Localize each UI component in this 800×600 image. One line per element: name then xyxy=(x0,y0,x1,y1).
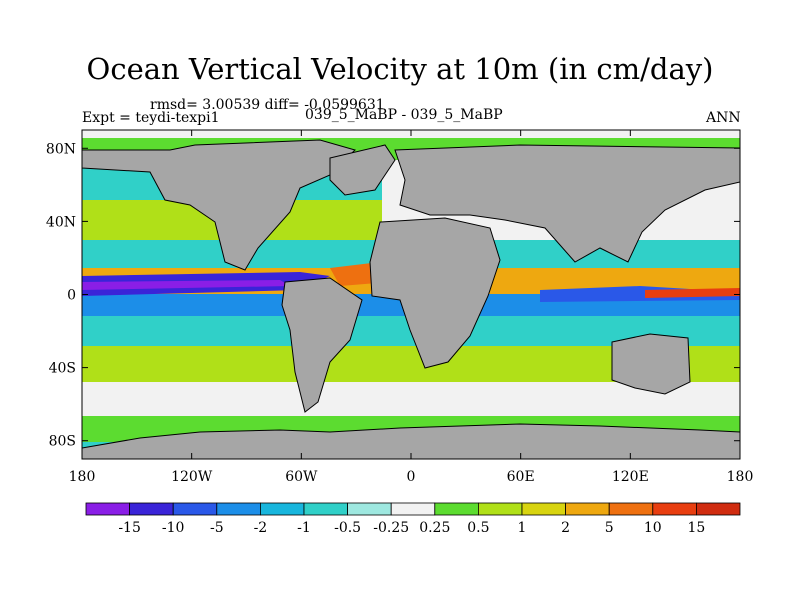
north-america-land xyxy=(82,139,356,271)
colorbar-label: -15 xyxy=(118,520,141,536)
colorbar-swatch xyxy=(216,502,261,516)
colorbar: -15 -10 -5 -2 -1 -0.5 -0.25 0.25 0.5 1 2 5 10 15 xyxy=(85,502,741,536)
colorbar-swatch xyxy=(129,502,174,516)
colorbar-label: -1 xyxy=(297,520,311,536)
eurasia-land xyxy=(394,144,740,263)
experiment-label: Expt = teydi-texpi1 xyxy=(82,110,220,126)
colorbar-label: 2 xyxy=(561,520,570,536)
colorbar-label: -2 xyxy=(254,520,268,536)
africa-land xyxy=(369,217,501,369)
season-label: ANN xyxy=(706,110,741,126)
chart-title: Ocean Vertical Velocity at 10m (in cm/da… xyxy=(86,52,714,86)
colorbar-swatch xyxy=(434,502,479,516)
x-tick-label: 60E xyxy=(507,469,535,485)
colorbar-label: 10 xyxy=(644,520,662,536)
colorbar-swatch xyxy=(259,502,305,516)
x-tick-label: 120E xyxy=(612,469,649,485)
colorbar-label: 0.25 xyxy=(419,520,450,536)
colorbar-label: 1 xyxy=(518,520,527,536)
x-tick-label: 0 xyxy=(407,469,416,485)
colorbar-swatch xyxy=(652,502,697,516)
y-tick-label: 80N xyxy=(46,141,76,157)
colorbar-swatch xyxy=(85,502,130,516)
x-tick-label: 180 xyxy=(727,469,754,485)
x-axis: 180 120W 60W 0 60E 120E 180 xyxy=(69,130,754,485)
x-tick-label: 180 xyxy=(69,469,96,485)
rmsd-diff-label: rmsd= 3.00539 diff= -0.0599631 xyxy=(150,97,385,113)
colorbar-label: -0.25 xyxy=(373,520,409,536)
land-masses xyxy=(82,139,740,459)
y-tick-label: 40N xyxy=(46,214,76,230)
colorbar-swatch xyxy=(390,502,436,516)
y-tick-label: 40S xyxy=(49,361,76,377)
y-tick-label: 0 xyxy=(67,288,76,304)
colorbar-swatch xyxy=(347,502,392,516)
colorbar-label: 15 xyxy=(687,520,705,536)
colorbar-swatch xyxy=(303,502,348,516)
colorbar-label: 0.5 xyxy=(467,520,489,536)
south-america-land xyxy=(281,277,363,413)
australia-land xyxy=(611,333,691,395)
colorbar-swatch xyxy=(477,502,523,516)
x-tick-label: 60W xyxy=(285,469,318,485)
colorbar-label: -10 xyxy=(162,520,185,536)
colorbar-swatch xyxy=(172,502,218,516)
map-plot-area xyxy=(82,130,740,459)
colorbar-swatch xyxy=(608,502,654,516)
equatorial-pacific-core xyxy=(82,280,290,290)
case-label: 039_5_MaBP - 039_5_MaBP xyxy=(305,107,503,123)
x-tick-label: 120W xyxy=(171,469,213,485)
y-tick-label: 80S xyxy=(49,434,76,450)
colorbar-label: -0.5 xyxy=(334,520,361,536)
y-axis: 80N 40N 0 40S 80S xyxy=(46,141,740,450)
antarctica-land xyxy=(82,423,740,459)
colorbar-swatch xyxy=(696,502,741,516)
colorbar-label: -5 xyxy=(210,520,224,536)
colorbar-label: 5 xyxy=(605,520,614,536)
west-pacific-upwelling xyxy=(645,288,740,298)
southern-band-2 xyxy=(82,382,740,416)
colorbar-swatch xyxy=(565,502,610,516)
greenland-land xyxy=(329,144,396,196)
colorbar-swatch xyxy=(521,502,566,516)
